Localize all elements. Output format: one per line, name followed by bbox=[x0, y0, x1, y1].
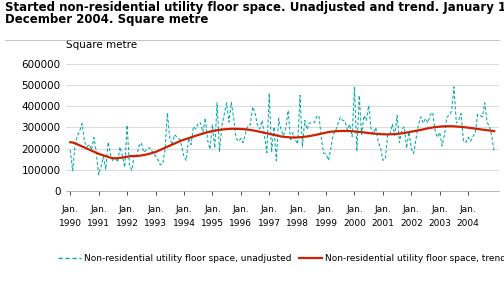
Legend: Non-residential utility floor space, unadjusted, Non-residential utility floor s: Non-residential utility floor space, una… bbox=[54, 250, 504, 267]
Text: 1996: 1996 bbox=[229, 219, 253, 228]
Text: Jan.: Jan. bbox=[460, 205, 477, 214]
Text: 1998: 1998 bbox=[286, 219, 309, 228]
Text: Jan.: Jan. bbox=[431, 205, 448, 214]
Text: 2004: 2004 bbox=[457, 219, 479, 228]
Text: Jan.: Jan. bbox=[346, 205, 363, 214]
Text: Jan.: Jan. bbox=[90, 205, 107, 214]
Text: 1994: 1994 bbox=[172, 219, 196, 228]
Text: 1995: 1995 bbox=[201, 219, 224, 228]
Text: 2002: 2002 bbox=[400, 219, 423, 228]
Text: 1992: 1992 bbox=[115, 219, 139, 228]
Text: Jan.: Jan. bbox=[204, 205, 221, 214]
Text: December 2004. Square metre: December 2004. Square metre bbox=[5, 13, 209, 26]
Text: Jan.: Jan. bbox=[318, 205, 335, 214]
Text: 1993: 1993 bbox=[144, 219, 167, 228]
Text: 1999: 1999 bbox=[314, 219, 338, 228]
Text: Jan.: Jan. bbox=[374, 205, 391, 214]
Text: Jan.: Jan. bbox=[403, 205, 420, 214]
Text: Square metre: Square metre bbox=[66, 40, 137, 50]
Text: Jan.: Jan. bbox=[119, 205, 136, 214]
Text: Jan.: Jan. bbox=[261, 205, 278, 214]
Text: 2003: 2003 bbox=[428, 219, 451, 228]
Text: 2000: 2000 bbox=[343, 219, 366, 228]
Text: 2001: 2001 bbox=[371, 219, 394, 228]
Text: Jan.: Jan. bbox=[232, 205, 249, 214]
Text: Jan.: Jan. bbox=[289, 205, 306, 214]
Text: Jan.: Jan. bbox=[175, 205, 193, 214]
Text: Started non-residential utility floor space. Unadjusted and trend. January 1990-: Started non-residential utility floor sp… bbox=[5, 1, 504, 14]
Text: 1990: 1990 bbox=[59, 219, 82, 228]
Text: Jan.: Jan. bbox=[62, 205, 79, 214]
Text: 1997: 1997 bbox=[258, 219, 281, 228]
Text: Jan.: Jan. bbox=[147, 205, 164, 214]
Text: 1991: 1991 bbox=[87, 219, 110, 228]
